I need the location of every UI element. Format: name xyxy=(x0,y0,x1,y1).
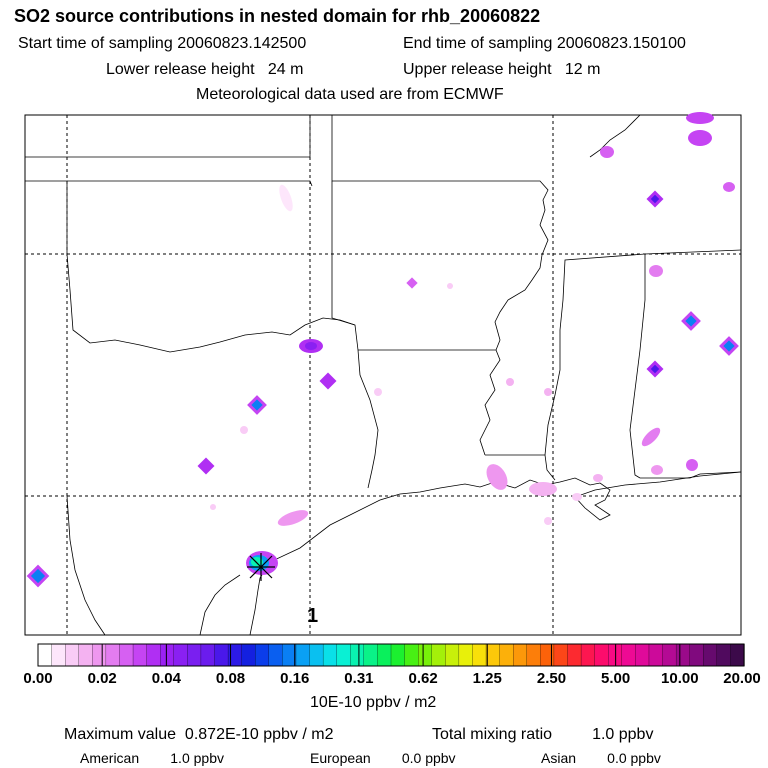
plume-cell xyxy=(305,342,317,350)
plume-cell xyxy=(544,388,552,396)
receptor-marker xyxy=(247,553,275,581)
plume-cell xyxy=(210,504,216,510)
colorbar-unit: 10E-10 ppbv / m2 xyxy=(310,694,437,711)
border xyxy=(640,471,742,479)
plume-cell xyxy=(685,315,697,327)
plume-cell xyxy=(279,184,293,212)
start-time: Start time of sampling 20060823.142500 xyxy=(18,35,307,52)
border xyxy=(25,180,359,353)
colorbar-tick-label: 0.08 xyxy=(215,670,246,687)
border xyxy=(485,454,556,481)
receptor-label: 1 xyxy=(307,605,318,627)
plume-cell xyxy=(649,265,663,277)
plume-cell xyxy=(374,388,382,396)
end-time: End time of sampling 20060823.150100 xyxy=(403,35,686,52)
border xyxy=(331,181,356,326)
plume-cell xyxy=(240,426,248,434)
colorbar-tick-label: 0.02 xyxy=(87,670,117,687)
maximum-value: Maximum value 0.872E-10 ppbv / m2 xyxy=(64,726,334,743)
lower-release-height: Lower release height 24 m xyxy=(106,61,304,78)
border xyxy=(357,349,379,489)
colorbar-tick-label: 0.31 xyxy=(344,670,374,687)
plume-cell xyxy=(686,112,714,124)
upper-release-value: 12 m xyxy=(564,61,601,78)
total-mixing-ratio: Total mixing ratio 1.0 ppbv xyxy=(432,726,654,743)
plume-cell xyxy=(319,372,337,390)
colorbar-tick-label: 20.00 xyxy=(723,670,761,687)
end-time-value: 20060823.150100 xyxy=(556,35,686,52)
plume-cell xyxy=(723,340,735,352)
plume-cell xyxy=(251,399,263,411)
border xyxy=(25,115,311,158)
plume-cell xyxy=(593,474,603,482)
colorbar-tick-label: 10.00 xyxy=(661,670,699,687)
maximum-value-number: 0.872E-10 ppbv / m2 xyxy=(184,726,334,743)
coastline xyxy=(199,471,742,636)
plume-cell xyxy=(30,568,46,584)
concentration-plumes xyxy=(26,112,739,588)
colorbar-tick-label: 5.00 xyxy=(601,670,631,687)
political-boundaries xyxy=(25,114,742,636)
colorbar-tick-label: 0.04 xyxy=(151,670,181,687)
plume-cell xyxy=(650,364,660,374)
plume-cell xyxy=(572,493,582,501)
upper-release-height: Upper release height 12 m xyxy=(403,61,601,78)
lower-release-value: 24 m xyxy=(267,61,304,78)
map-panel: 1 xyxy=(24,112,742,636)
plume-cell xyxy=(447,283,453,289)
total-mixing-value: 1.0 ppbv xyxy=(592,726,654,743)
source-asian: Asian 0.0 ppbv xyxy=(541,750,661,766)
coast-segment xyxy=(199,574,241,636)
source-european: European 0.0 ppbv xyxy=(310,750,456,766)
plume-cell xyxy=(544,517,552,525)
start-time-value: 20060823.142500 xyxy=(177,35,307,52)
border xyxy=(644,249,742,255)
colorbar-tick-label: 0.00 xyxy=(23,670,53,687)
plume-cell xyxy=(723,182,735,192)
plot-title: SO2 source contributions in nested domai… xyxy=(14,6,541,26)
border xyxy=(331,115,549,351)
plume-cell xyxy=(277,510,309,526)
coast-segment xyxy=(249,471,742,636)
border xyxy=(589,114,641,158)
colorbar-tick-label: 0.62 xyxy=(408,670,438,687)
map-frame xyxy=(24,114,742,636)
colorbar-tick-label: 2.50 xyxy=(536,670,567,687)
plume-cell xyxy=(486,464,508,490)
plume-cell xyxy=(641,427,661,447)
plume-cell xyxy=(506,378,514,386)
border xyxy=(358,349,501,456)
colorbar-tick-label: 0.16 xyxy=(280,670,310,687)
colorbar-tick-label: 1.25 xyxy=(472,670,502,687)
plume-cell xyxy=(600,146,614,158)
border xyxy=(66,495,106,636)
border xyxy=(544,253,646,479)
border xyxy=(67,180,313,187)
plume-cell xyxy=(686,459,698,471)
plume-cell xyxy=(651,465,663,475)
plume-cell xyxy=(406,277,418,289)
source-american: American 1.0 ppbv xyxy=(80,750,224,766)
plume-cell xyxy=(688,130,712,146)
plume-cell xyxy=(529,482,557,496)
met-data-line: Meteorological data used are from ECMWF xyxy=(196,86,504,103)
plume-cell xyxy=(197,457,215,475)
